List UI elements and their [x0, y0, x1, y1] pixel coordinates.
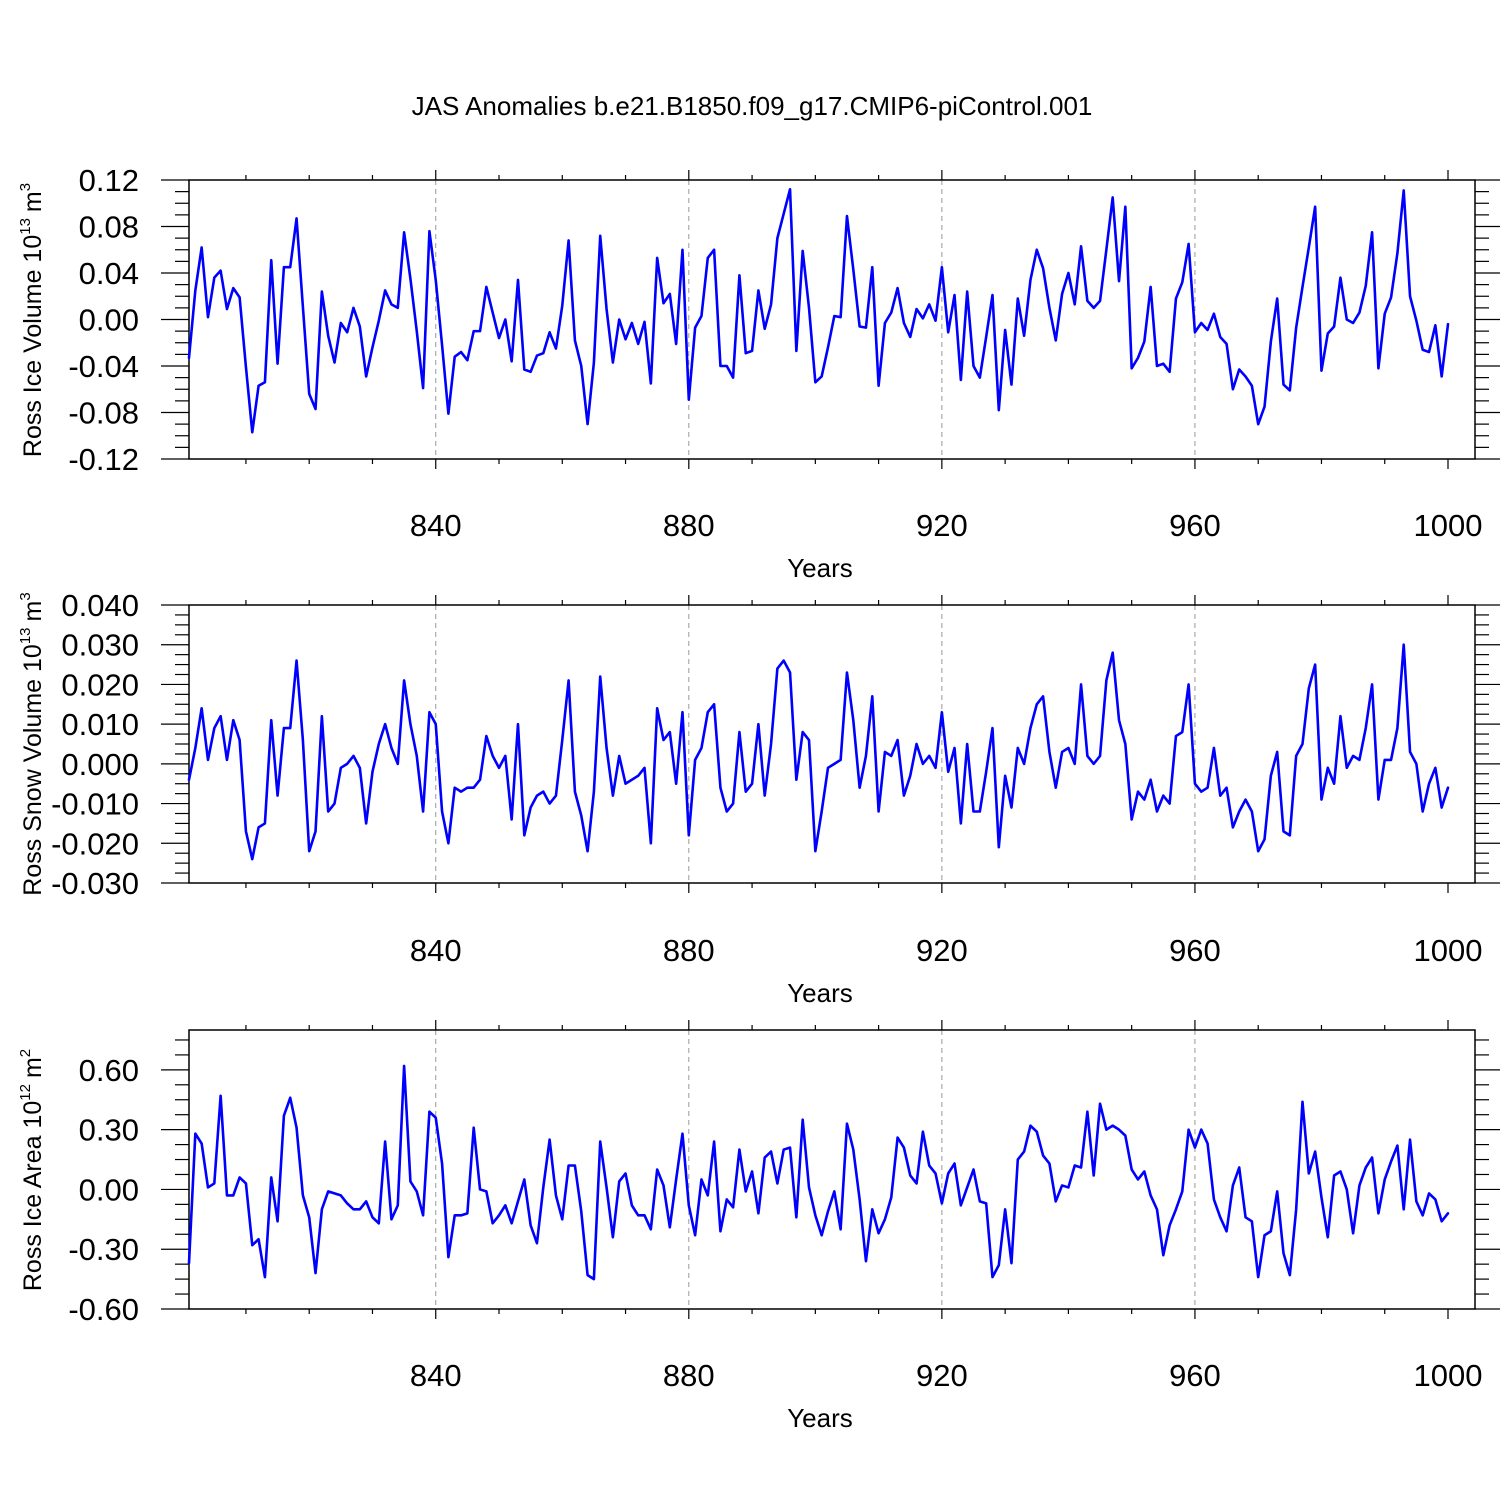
chart-panel-2: 840 880 920 960 1000 Years -0.030 -0.020 -0.010 0…	[17, 588, 1500, 1008]
x-tick-label: 880	[663, 933, 715, 968]
y-axis-label: Ross Ice Area 1012 m2	[17, 1049, 47, 1291]
x-tick-label: 960	[1169, 508, 1221, 543]
x-tick-label: 920	[916, 1358, 968, 1393]
y-tick-label: 0.030	[61, 628, 139, 663]
y-axis-label-unit-exponent: 2	[17, 1049, 34, 1057]
x-axis-label: Years	[787, 1403, 853, 1433]
y-axis-label-unit-exponent: 3	[17, 183, 34, 191]
x-tick-label: 920	[916, 933, 968, 968]
x-tick-label: 1000	[1414, 508, 1483, 543]
y-axis-label: Ross Ice Volume 1013 m3	[17, 183, 47, 457]
plot-frame	[188, 604, 1476, 884]
y-tick-label: 0.60	[79, 1053, 139, 1088]
y-axis-label-unit: m	[19, 601, 47, 622]
y-tick-label: -0.020	[51, 826, 139, 861]
chart-panel-1: 840 880 920 960 1000 Years -0.12 -0.08 -0.04 0.00…	[17, 163, 1500, 583]
y-tick-label: 0.30	[79, 1113, 139, 1148]
y-tick-label: 0.020	[61, 667, 139, 702]
y-axis-label-unit: m	[19, 191, 47, 212]
x-tick-label: 840	[410, 1358, 462, 1393]
series-line-ross-ice-area	[187, 1064, 1450, 1281]
x-axis-label: Years	[787, 978, 853, 1008]
y-axis-label-unit: m	[19, 1057, 47, 1078]
y-tick-label: 0.00	[79, 303, 139, 338]
y-tick-label: 0.00	[79, 1172, 139, 1207]
y-axis-label-exponent: 13	[17, 218, 34, 235]
y-tick-label: 0.12	[79, 163, 139, 198]
y-tick-label: -0.010	[51, 787, 139, 822]
y-axis-label-text: Ross Ice Volume 10	[19, 235, 47, 457]
plot-frame	[188, 1029, 1476, 1310]
x-tick-label: 960	[1169, 933, 1221, 968]
x-tick-label: 960	[1169, 1358, 1221, 1393]
y-axis-label-exponent: 13	[17, 627, 34, 644]
y-axis-label-exponent: 12	[17, 1084, 34, 1101]
y-tick-label: 0.010	[61, 707, 139, 742]
y-tick-label: 0.000	[61, 747, 139, 782]
chart-title: JAS Anomalies b.e21.B1850.f09_g17.CMIP6-…	[412, 91, 1093, 121]
y-tick-label: -0.30	[68, 1232, 139, 1267]
y-tick-label: 0.04	[79, 256, 139, 291]
y-axis-label-unit-exponent: 3	[17, 592, 34, 600]
x-tick-label: 840	[410, 508, 462, 543]
y-tick-label: -0.04	[68, 349, 139, 384]
y-tick-label: -0.08	[68, 396, 139, 431]
x-axis-label: Years	[787, 553, 853, 583]
x-tick-label: 1000	[1414, 1358, 1483, 1393]
y-axis-label-text: Ross Snow Volume 10	[19, 644, 47, 896]
y-tick-label: -0.030	[51, 866, 139, 901]
y-tick-label: -0.60	[68, 1292, 139, 1327]
plot-frame	[188, 179, 1476, 460]
series-line-ross-snow-volume	[187, 643, 1450, 861]
y-tick-label: 0.040	[61, 588, 139, 623]
x-tick-label: 840	[410, 933, 462, 968]
y-axis-label: Ross Snow Volume 1013 m3	[17, 592, 47, 895]
series-line-ross-ice-volume	[187, 188, 1450, 434]
x-tick-label: 880	[663, 1358, 715, 1393]
x-tick-label: 880	[663, 508, 715, 543]
y-axis-label-text: Ross Ice Area 10	[19, 1101, 47, 1291]
y-tick-label: 0.08	[79, 210, 139, 245]
y-tick-label: -0.12	[68, 442, 139, 477]
x-tick-label: 1000	[1414, 933, 1483, 968]
chart-panel-3: 840 880 920 960 1000 Years -0.60 -0.30 0.00 0.30 0…	[17, 1020, 1500, 1433]
x-tick-label: 920	[916, 508, 968, 543]
